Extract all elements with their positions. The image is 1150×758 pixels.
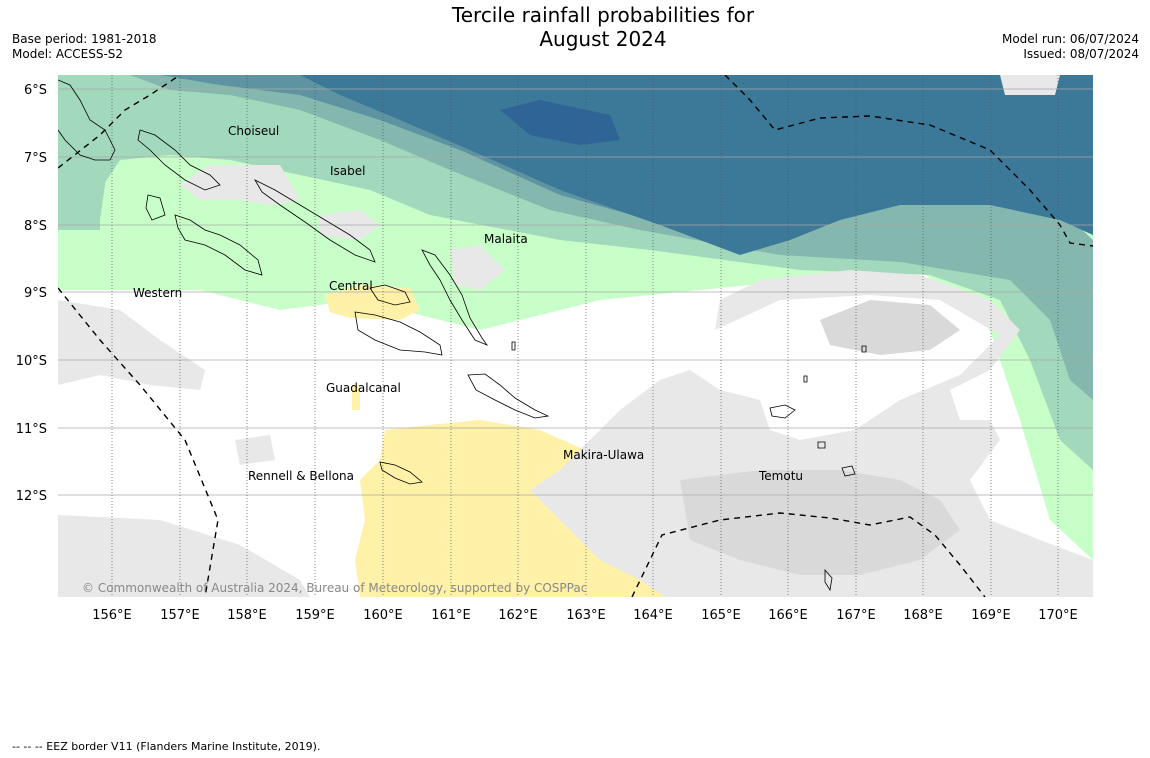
above-80-region <box>300 75 1093 255</box>
lon-label: 170°E <box>1038 608 1078 623</box>
lon-label: 160°E <box>363 608 403 623</box>
lon-label: 169°E <box>971 608 1011 623</box>
malaita-coast <box>421 249 489 346</box>
eez-northwest <box>58 75 181 169</box>
meta-right: Model run: 06/07/2024 Issued: 08/07/2024 <box>1002 32 1139 62</box>
vanikoro-coast <box>841 465 856 477</box>
below-normal-south <box>355 420 665 597</box>
vella-coast <box>145 194 166 221</box>
lon-label: 158°E <box>227 608 267 623</box>
province-label: Guadalcanal <box>326 381 401 395</box>
latitude-labels: 6°S 7°S 8°S 9°S 10°S 11°S 12°S <box>16 83 47 504</box>
near-normal-rennell <box>235 435 275 465</box>
meta-left: Base period: 1981-2018 Model: ACCESS-S2 <box>12 32 157 62</box>
lon-label: 163°E <box>566 608 606 623</box>
longitude-labels: 156°E 157°E 158°E 159°E 160°E 161°E 162°E 163°E… <box>92 608 1078 623</box>
province-label: Central <box>329 279 373 293</box>
lon-label: 165°E <box>701 608 741 623</box>
utupua-coast <box>817 441 826 449</box>
torres-coast <box>824 568 833 592</box>
new-georgia-coast <box>174 214 263 276</box>
near-normal-makira-tail <box>560 420 620 480</box>
lon-label: 162°E <box>498 608 538 623</box>
isabel-coast <box>253 179 376 263</box>
small-island-1 <box>803 375 808 383</box>
lat-label: 7°S <box>24 151 47 166</box>
lon-label: 156°E <box>92 608 132 623</box>
lat-label: 11°S <box>16 422 47 437</box>
title-line-1: Tercile rainfall probabilities for <box>451 3 755 27</box>
small-island-2 <box>861 345 867 353</box>
base-period: Base period: 1981-2018 <box>12 32 157 46</box>
issued-date: Issued: 08/07/2024 <box>1023 47 1139 61</box>
lat-label: 9°S <box>24 286 47 301</box>
below-normal-guadalcanal <box>352 385 360 410</box>
map-title: Tercile rainfall probabilities for Augus… <box>378 3 828 51</box>
eez-borders <box>58 75 1093 597</box>
white-gap-1 <box>455 330 480 350</box>
title-line-2: August 2024 <box>539 27 667 51</box>
near-normal-ne-patch <box>1000 75 1060 95</box>
above-50-left-region <box>58 75 150 225</box>
santa-cruz-coast <box>769 404 796 419</box>
near-normal-west-region <box>58 300 205 390</box>
lon-label: 167°E <box>836 608 876 623</box>
near-normal-50-east <box>680 470 960 575</box>
near-normal-50-ne <box>820 300 960 355</box>
near-normal-patch-malaita2 <box>450 245 505 290</box>
lon-label: 166°E <box>768 608 808 623</box>
probability-field <box>58 75 1093 597</box>
province-label: Malaita <box>484 232 528 246</box>
lon-label: 161°E <box>431 608 471 623</box>
bougainville-coast <box>58 79 116 161</box>
province-label: Isabel <box>330 164 365 178</box>
lon-label: 168°E <box>903 608 943 623</box>
lon-label: 157°E <box>160 608 200 623</box>
province-label: Rennell & Bellona <box>248 469 354 483</box>
province-label: Makira-Ulawa <box>563 448 644 462</box>
province-label: Temotu <box>758 469 803 483</box>
province-label: Western <box>133 286 182 300</box>
province-labels: Choiseul Isabel Malaita Western Central Guada… <box>133 124 803 483</box>
eez-footnote: -- -- -- EEZ border V11 (Flanders Marine… <box>12 740 321 753</box>
below-normal-central <box>325 285 420 320</box>
lat-label: 8°S <box>24 219 47 234</box>
small-island-3 <box>511 341 516 351</box>
makira-coast <box>467 373 550 419</box>
eez-northeast <box>724 75 1093 247</box>
rennell-coast <box>379 461 423 485</box>
central-islands-coast <box>369 284 411 306</box>
eez-west <box>58 287 219 597</box>
choiseul-coast <box>137 129 221 191</box>
lat-label: 6°S <box>24 83 47 98</box>
guadalcanal-coast <box>354 311 443 356</box>
province-label: Choiseul <box>228 124 279 138</box>
near-normal-east-region <box>530 270 1093 597</box>
model-run: Model run: 06/07/2024 <box>1001 32 1139 46</box>
lon-label: 159°E <box>295 608 335 623</box>
lon-label: 164°E <box>633 608 673 623</box>
lat-label: 10°S <box>16 354 47 369</box>
graticule <box>58 75 1093 597</box>
map-panel: Choiseul Isabel Malaita Western Central Guada… <box>16 75 1093 623</box>
above-90-region <box>500 100 620 145</box>
lat-label: 12°S <box>16 489 47 504</box>
coastlines <box>58 79 867 592</box>
model-name: Model: ACCESS-S2 <box>12 47 124 61</box>
copyright-text: © Commonwealth of Australia 2024, Bureau… <box>82 581 587 595</box>
